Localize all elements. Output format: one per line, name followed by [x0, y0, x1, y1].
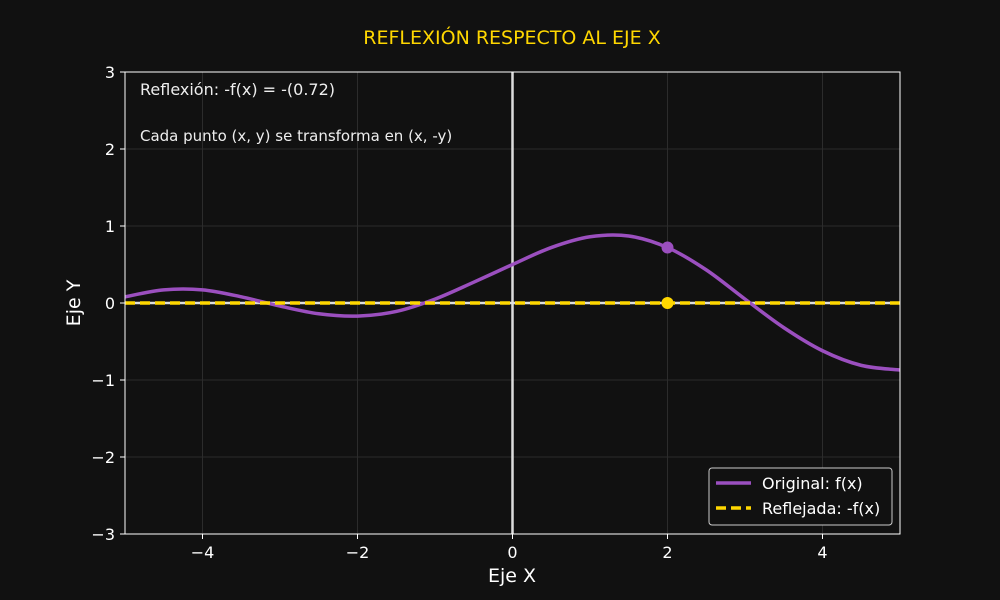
- y-tick-label: −2: [91, 448, 115, 467]
- ticks: −4 −2 0 2 4 −3 −2 −1 0 1 2 3: [91, 63, 827, 562]
- series-layer: [124, 233, 901, 372]
- y-tick-label: −1: [91, 371, 115, 390]
- point-reflected: [661, 297, 674, 309]
- annotation-formula: Reflexión: -f(x) = -(0.72): [140, 80, 335, 99]
- y-axis-title: Eje Y: [63, 279, 85, 326]
- annotation-description: Cada punto (x, y) se transforma en (x, -…: [140, 127, 452, 145]
- y-tick-label: 2: [105, 140, 115, 159]
- x-axis-title: Eje X: [488, 565, 536, 587]
- point-original: [661, 241, 674, 254]
- y-tick-label: −3: [91, 525, 115, 544]
- legend-label-reflected: Reflejada: -f(x): [762, 499, 880, 518]
- legend: Original: f(x) Reflejada: -f(x): [708, 467, 893, 526]
- chart-title: REFLEXIÓN RESPECTO AL EJE X: [363, 25, 660, 49]
- legend-box: [708, 467, 893, 526]
- x-tick-label: −2: [346, 543, 370, 562]
- points-layer: [661, 241, 674, 309]
- x-tick-label: 0: [507, 543, 517, 562]
- series-original-line: [124, 233, 901, 372]
- y-tick-label: 0: [105, 294, 115, 313]
- y-tick-label: 3: [105, 63, 115, 82]
- x-tick-label: −4: [191, 543, 215, 562]
- x-tick-label: 2: [662, 543, 672, 562]
- x-tick-label: 4: [817, 543, 827, 562]
- y-tick-label: 1: [105, 217, 115, 236]
- legend-label-original: Original: f(x): [762, 474, 863, 493]
